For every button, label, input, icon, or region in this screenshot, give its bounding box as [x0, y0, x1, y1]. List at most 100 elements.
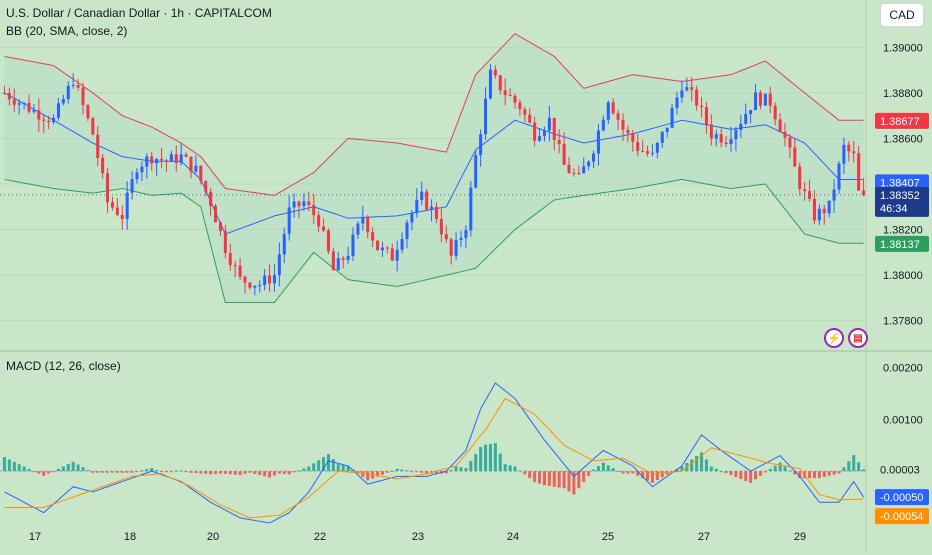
macd-histogram-bar	[773, 465, 777, 472]
macd-histogram-bar	[189, 471, 193, 473]
candle-body	[857, 153, 861, 191]
macd-histogram-bar	[135, 471, 139, 473]
macd-histogram-bar	[263, 471, 267, 477]
macd-histogram-bar	[449, 469, 453, 472]
macd-histogram-bar	[110, 471, 114, 473]
candle-body	[380, 247, 384, 251]
candle-body	[37, 110, 41, 120]
candle-body	[150, 156, 154, 164]
bb-indicator-label[interactable]: BB (20, SMA, close, 2)	[6, 24, 128, 38]
candle-body	[670, 108, 674, 128]
macd-histogram-bar	[744, 471, 748, 481]
macd-histogram-bar	[518, 470, 522, 472]
candle-body	[341, 258, 345, 260]
macd-histogram-bar	[587, 471, 591, 476]
candle-body	[76, 84, 80, 88]
candle-body	[641, 150, 645, 152]
candle-body	[646, 151, 650, 154]
macd-histogram-bar	[22, 466, 26, 472]
macd-histogram-bar	[174, 470, 178, 472]
macd-histogram-bar	[778, 462, 782, 472]
macd-histogram-bar	[415, 471, 419, 473]
candle-body	[204, 181, 208, 192]
time-tick-label: 23	[412, 531, 424, 543]
last-price-tag: 1.38352	[880, 190, 920, 202]
macd-histogram-bar	[704, 459, 708, 472]
price-tick-label: 1.38200	[883, 225, 923, 237]
symbol-title[interactable]: U.S. Dollar / Canadian Dollar · 1h · CAP…	[6, 6, 272, 20]
candle-body	[415, 199, 419, 213]
last-price-tag-bg	[875, 186, 929, 217]
candle-body	[140, 166, 144, 173]
candle-body	[91, 118, 95, 135]
candle-body	[665, 127, 669, 132]
candle-body	[145, 156, 149, 167]
candle-body	[371, 232, 375, 241]
candle-body	[719, 134, 723, 143]
candle-body	[317, 215, 321, 227]
hist-value-label: 0.00003	[880, 465, 920, 477]
macd-histogram-bar	[52, 471, 56, 473]
candle-body	[611, 102, 615, 114]
price-tick-label: 1.39000	[883, 42, 923, 54]
candle-body	[253, 285, 257, 288]
candle-body	[660, 131, 664, 143]
candle-body	[160, 158, 164, 161]
candle-body	[218, 222, 222, 231]
candle-body	[120, 214, 124, 220]
macd-histogram-bar	[390, 470, 394, 472]
macd-histogram-bar	[572, 471, 576, 495]
macd-histogram-bar	[567, 471, 571, 492]
macd-histogram-bar	[528, 471, 532, 479]
candle-body	[488, 69, 492, 99]
macd-histogram-bar	[140, 470, 144, 472]
macd-histogram-bar	[857, 462, 861, 472]
candle-body	[115, 207, 119, 215]
candle-body	[32, 110, 36, 112]
macd-histogram-bar	[164, 471, 168, 473]
macd-histogram-bar	[808, 471, 812, 479]
macd-histogram-bar	[179, 470, 183, 472]
macd-histogram-bar	[592, 469, 596, 472]
macd-histogram-bar	[106, 471, 110, 473]
macd-indicator-label[interactable]: MACD (12, 26, close)	[6, 359, 121, 373]
macd-histogram-bar	[248, 471, 252, 473]
macd-histogram-bar	[385, 471, 389, 473]
macd-histogram-bar	[366, 471, 370, 481]
macd-histogram-bar	[444, 471, 448, 474]
candle-body	[812, 198, 816, 221]
candle-body	[690, 87, 694, 90]
macd-histogram-bar	[420, 471, 424, 473]
candle-body	[734, 129, 738, 140]
macd-histogram-bar	[454, 466, 458, 472]
bb-lower-tag: 1.38137	[880, 239, 920, 251]
lightning-icon[interactable]: ⚡	[824, 328, 844, 348]
macd-histogram-bar	[7, 459, 11, 472]
us-flag-icon[interactable]: ▤	[848, 328, 868, 348]
candle-body	[449, 239, 453, 256]
macd-histogram-bar	[346, 465, 350, 472]
currency-button[interactable]: CAD	[880, 3, 924, 27]
macd-histogram-bar	[214, 471, 218, 474]
macd-histogram-bar	[626, 471, 630, 474]
candle-body	[621, 119, 625, 130]
candle-body	[459, 237, 463, 240]
candle-body	[567, 164, 571, 173]
macd-histogram-bar	[611, 468, 615, 472]
candle-body	[758, 92, 762, 106]
candle-body	[179, 154, 183, 163]
macd-histogram-bar	[297, 470, 301, 472]
macd-histogram-bar	[488, 443, 492, 472]
candle-body	[420, 191, 424, 200]
candle-body	[822, 208, 826, 214]
macd-histogram-bar	[434, 471, 438, 474]
candle-body	[390, 248, 394, 261]
macd-histogram-bar	[503, 464, 507, 472]
time-tick-label: 27	[698, 531, 710, 543]
macd-histogram-bar	[533, 471, 537, 483]
candle-body	[808, 191, 812, 199]
macd-histogram-bar	[331, 459, 335, 472]
